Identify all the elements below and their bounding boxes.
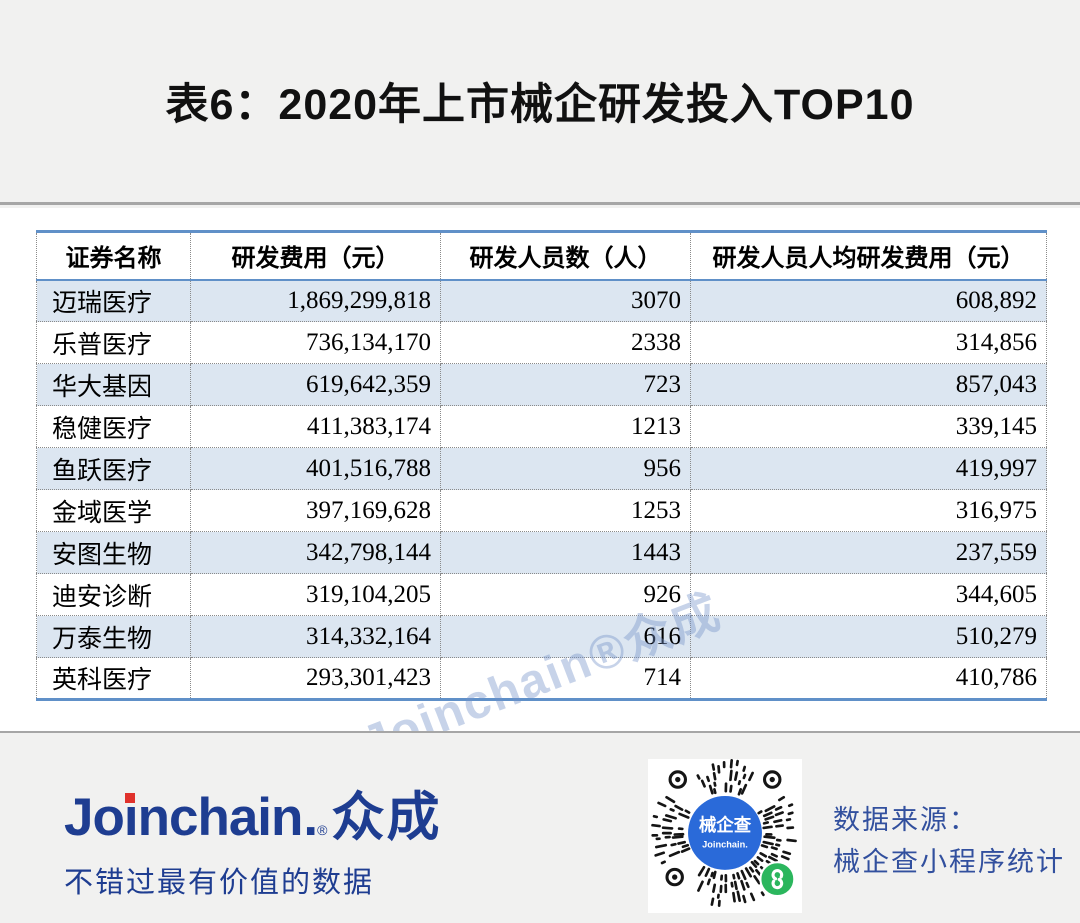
value-cell: 736,134,170 (190, 321, 441, 364)
value-cell: 293,301,423 (190, 657, 441, 700)
value-cell: 419,997 (690, 447, 1047, 490)
value-cell: 608,892 (690, 279, 1047, 322)
value-cell: 510,279 (690, 615, 1047, 658)
company-name-cell: 华大基因 (36, 363, 191, 406)
value-cell: 410,786 (690, 657, 1047, 700)
page-title: 表6：2020年上市械企研发投入TOP10 (165, 81, 915, 129)
value-cell: 956 (440, 447, 691, 490)
company-name-cell: 鱼跃医疗 (36, 447, 191, 490)
company-name-cell: 迈瑞医疗 (36, 279, 191, 322)
table-row: 英科医疗 293,301,423 714 410,786 (36, 657, 1047, 700)
value-cell: 619,642,359 (190, 363, 441, 406)
value-cell: 1253 (440, 489, 691, 532)
title-band: 表6：2020年上市械企研发投入TOP10 (0, 0, 1080, 205)
logo-dot: . (303, 788, 318, 847)
column-header: 研发费用（元） (190, 231, 441, 281)
registered-mark-icon: ® (317, 822, 327, 838)
logo-text: Jo (64, 788, 125, 847)
table-row: 华大基因 619,642,359 723 857,043 (36, 363, 1047, 406)
column-header: 证券名称 (36, 231, 191, 281)
value-cell: 344,605 (690, 573, 1047, 616)
table-header-row: 证券名称 研发费用（元） 研发人员数（人） 研发人员人均研发费用（元） (36, 231, 1047, 281)
qr-eye-top-left (668, 770, 688, 789)
company-name-cell: 金域医学 (36, 489, 191, 532)
qr-center-title: 械企查 (699, 815, 752, 835)
value-cell: 314,332,164 (190, 615, 441, 658)
qr-code-svg: 械企查 Joinchain. (651, 759, 797, 907)
logo-wordmark: Joinchain.®众成 (64, 775, 441, 851)
value-cell: 714 (440, 657, 691, 700)
data-table: 证券名称 研发费用（元） 研发人员数（人） 研发人员人均研发费用（元） 迈瑞医疗 1,8… (36, 230, 1047, 701)
table-row: 万泰生物 314,332,164 616 510,279 (36, 615, 1047, 658)
data-source-line1: 数据来源： (833, 805, 978, 835)
table-row: 迈瑞医疗 1,869,299,818 3070 608,892 (36, 279, 1047, 322)
table-row: 迪安诊断 319,104,205 926 344,605 (36, 573, 1047, 616)
company-name-cell: 乐普医疗 (36, 321, 191, 364)
logo-tagline: 不错过最有价值的数据 (64, 867, 375, 899)
footer: Joinchain.®众成 不错过最有价值的数据 (0, 731, 1080, 923)
company-name-cell: 安图生物 (36, 531, 191, 574)
value-cell: 3070 (440, 279, 691, 322)
value-cell: 723 (440, 363, 691, 406)
column-header: 研发人员人均研发费用（元） (690, 231, 1047, 281)
qr-eye-top-right (762, 770, 782, 789)
value-cell: 342,798,144 (190, 531, 441, 574)
table-row: 乐普医疗 736,134,170 2338 314,856 (36, 321, 1047, 364)
logo-red-dot-i: i (123, 788, 139, 847)
table-section: 证券名称 研发费用（元） 研发人员数（人） 研发人员人均研发费用（元） 迈瑞医疗 1,8… (0, 208, 1080, 771)
table-row: 金域医学 397,169,628 1253 316,975 (36, 489, 1047, 532)
value-cell: 316,975 (690, 489, 1047, 532)
miniprogram-icon (759, 861, 796, 898)
company-name-cell: 迪安诊断 (36, 573, 191, 616)
company-name-cell: 英科医疗 (36, 657, 191, 700)
value-cell: 2338 (440, 321, 691, 364)
table-row: 安图生物 342,798,144 1443 237,559 (36, 531, 1047, 574)
value-cell: 314,856 (690, 321, 1047, 364)
value-cell: 237,559 (690, 531, 1047, 574)
value-cell: 857,043 (690, 363, 1047, 406)
value-cell: 926 (440, 573, 691, 616)
value-cell: 339,145 (690, 405, 1047, 448)
value-cell: 401,516,788 (190, 447, 441, 490)
qr-center-subtitle: Joinchain. (702, 839, 748, 849)
table-row: 鱼跃医疗 401,516,788 956 419,997 (36, 447, 1047, 490)
logo-text: nchain (137, 788, 304, 847)
joinchain-logo: Joinchain.®众成 不错过最有价值的数据 (64, 775, 441, 901)
value-cell: 411,383,174 (190, 405, 441, 448)
table-body: 迈瑞医疗 1,869,299,818 3070 608,892 乐普医疗 736,134,… (36, 279, 1047, 700)
data-source-line2: 械企查小程序统计 (833, 847, 1065, 877)
value-cell: 1443 (440, 531, 691, 574)
company-name-cell: 稳健医疗 (36, 405, 191, 448)
column-header: 研发人员数（人） (440, 231, 691, 281)
qr-center-badge: 械企查 Joinchain. (688, 795, 762, 870)
qr-eye-bottom-left (665, 867, 684, 887)
data-source: 数据来源： 械企查小程序统计 (833, 799, 1065, 883)
value-cell: 1213 (440, 405, 691, 448)
company-name-cell: 万泰生物 (36, 615, 191, 658)
table-row: 稳健医疗 411,383,174 1213 339,145 (36, 405, 1047, 448)
qr-code: 械企查 Joinchain. (648, 759, 802, 913)
value-cell: 1,869,299,818 (190, 279, 441, 322)
value-cell: 397,169,628 (190, 489, 441, 532)
value-cell: 319,104,205 (190, 573, 441, 616)
value-cell: 616 (440, 615, 691, 658)
logo-cn-text: 众成 (331, 788, 442, 847)
